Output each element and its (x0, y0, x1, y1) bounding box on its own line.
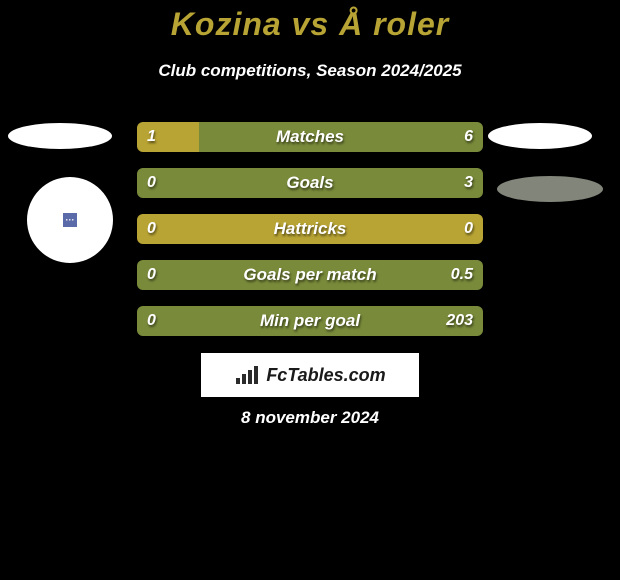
stat-value-left: 0 (147, 214, 156, 244)
stat-value-right: 0 (464, 214, 473, 244)
stat-row: 00Hattricks (137, 214, 483, 244)
logo-ellipse (488, 123, 592, 149)
page-title: Kozina vs Å roler (0, 0, 620, 43)
comparison-card: Kozina vs Å roler Club competitions, Sea… (0, 0, 620, 580)
badge-inner-icon: ··· (61, 211, 79, 229)
stat-row: 00.5Goals per match (137, 260, 483, 290)
stat-row: 16Matches (137, 122, 483, 152)
stat-value-right: 0.5 (451, 260, 473, 290)
stat-value-right: 6 (464, 122, 473, 152)
stat-value-left: 0 (147, 168, 156, 198)
stat-fill-right (199, 122, 483, 152)
subtitle: Club competitions, Season 2024/2025 (0, 61, 620, 81)
stat-value-left: 0 (147, 260, 156, 290)
date-label: 8 november 2024 (0, 408, 620, 428)
logo-ellipse (8, 123, 112, 149)
badge-circle: ··· (27, 177, 113, 263)
stat-row: 03Goals (137, 168, 483, 198)
stat-value-left: 0 (147, 306, 156, 336)
stat-bars: 16Matches03Goals00Hattricks00.5Goals per… (137, 122, 483, 352)
stat-value-left: 1 (147, 122, 156, 152)
stat-fill-right (137, 306, 483, 336)
source-label: FcTables.com (266, 365, 385, 386)
source-panel: FcTables.com (201, 353, 419, 397)
stat-fill-neutral (137, 214, 483, 244)
stat-value-right: 203 (446, 306, 473, 336)
stat-value-right: 3 (464, 168, 473, 198)
source-inner: FcTables.com (234, 364, 385, 386)
bars-icon (234, 364, 262, 386)
stat-fill-right (137, 168, 483, 198)
stat-row: 0203Min per goal (137, 306, 483, 336)
stat-fill-right (137, 260, 483, 290)
logo-ellipse (497, 176, 603, 202)
